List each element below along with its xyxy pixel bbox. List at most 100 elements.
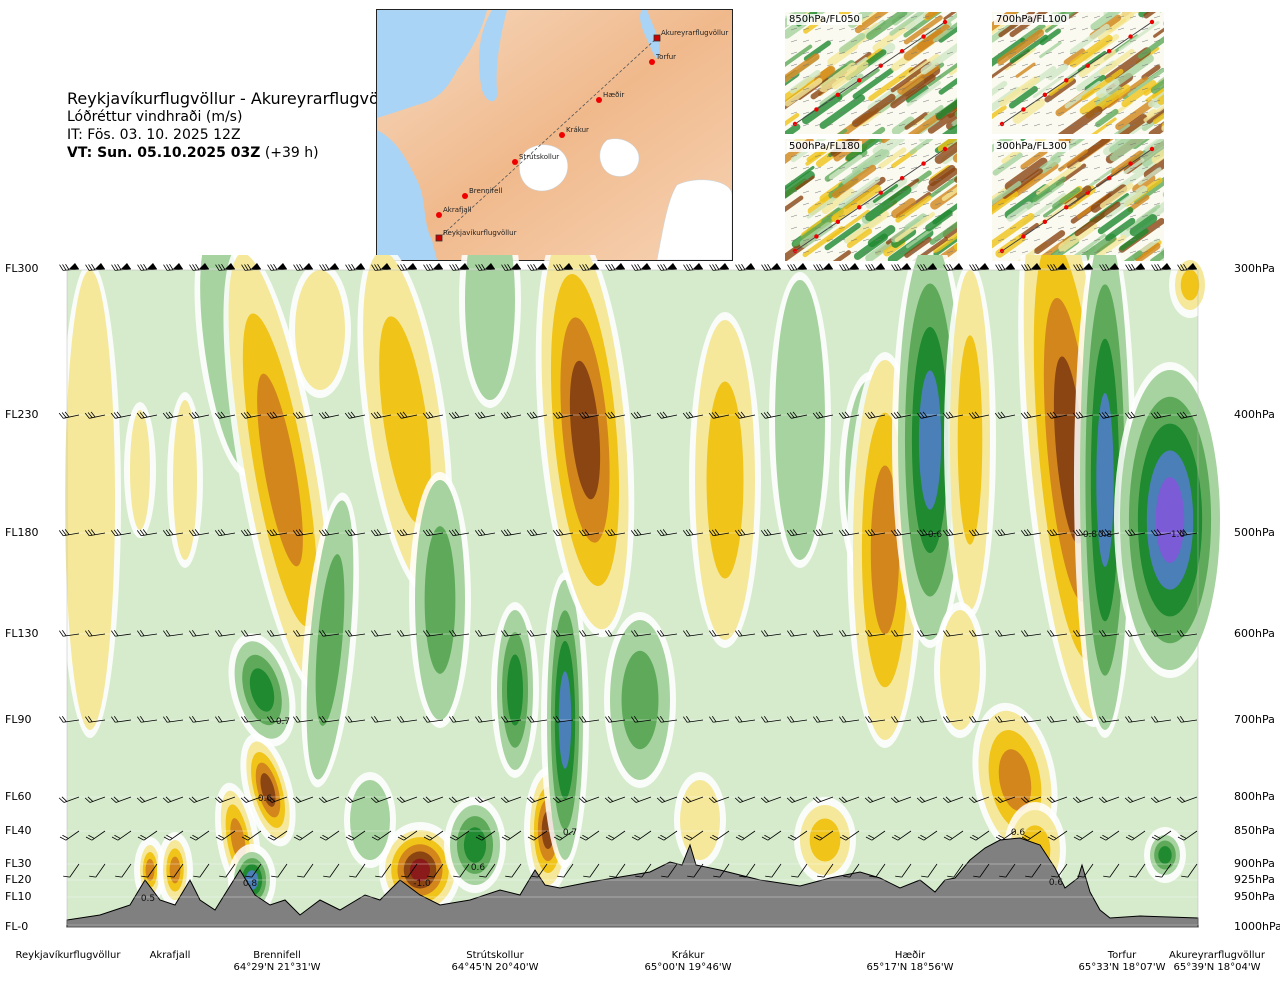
wind-barb-flag — [589, 263, 599, 269]
wind-barb — [891, 716, 912, 723]
wind-barb — [604, 529, 626, 537]
quantity-label: Lóðréttur vindhraði (m/s) — [67, 109, 243, 125]
wind-barb-flag — [771, 263, 781, 269]
wind-barb — [267, 716, 288, 723]
level-map-300: 300hPa/FL300 — [992, 139, 1164, 261]
route-map: Akureyrarflugvöllur Torfur Hæðir Krákur Strú… — [376, 9, 733, 261]
wind-barb-flag — [1057, 263, 1067, 269]
wind-barb — [215, 630, 236, 637]
wind-barb — [865, 263, 886, 271]
wind-barb — [708, 529, 730, 537]
wind-barb-flag — [537, 263, 547, 269]
wind-barb-flag — [1187, 263, 1197, 269]
value-annotation: 0.6 — [928, 530, 943, 540]
wind-barb-flag — [277, 263, 287, 269]
wind-barb — [371, 830, 392, 841]
wind-barb — [973, 863, 990, 878]
wind-barb — [735, 263, 756, 271]
wind-barb — [553, 263, 574, 271]
wind-barb — [838, 411, 860, 419]
wind-barb-flag — [433, 263, 443, 269]
wind-barb — [708, 411, 730, 419]
wind-barb — [188, 411, 210, 419]
wind-barb-flag — [849, 263, 859, 269]
wind-barb — [89, 863, 106, 878]
wind-barb — [1150, 411, 1172, 419]
wind-barb — [189, 630, 210, 637]
wind-barb — [111, 630, 132, 637]
wind-barb — [605, 630, 626, 637]
wind-barb-flag — [901, 263, 911, 269]
wind-barb — [292, 411, 314, 419]
wind-barb — [397, 830, 418, 841]
wind-barb — [84, 411, 106, 419]
wind-barb — [761, 716, 782, 723]
wind-barb — [943, 263, 964, 271]
wind-barb — [682, 529, 704, 537]
wind-barb — [635, 863, 652, 878]
wind-barb — [163, 830, 184, 841]
wind-barb — [397, 716, 418, 723]
wind-barb — [345, 263, 366, 271]
wind-cell — [157, 832, 193, 908]
wind-barb — [448, 411, 470, 419]
wind-barb — [162, 796, 184, 803]
wind-barb-flag — [69, 263, 79, 269]
wind-barb — [969, 716, 990, 723]
wind-barb — [735, 630, 756, 637]
wind-barb — [1177, 830, 1198, 841]
route-point-label: Brennifell — [469, 187, 502, 195]
wind-barb — [240, 529, 262, 537]
wind-barb — [1099, 263, 1120, 271]
wind-barb — [943, 630, 964, 637]
wind-barb — [869, 863, 886, 878]
wind-barb — [297, 863, 314, 878]
wind-barb — [1155, 863, 1172, 878]
wind-barb — [319, 830, 340, 841]
wind-barb — [85, 830, 106, 841]
pressure-level-label: 925hPa — [1234, 873, 1275, 886]
wind-barb-flag — [381, 263, 391, 269]
wind-barb — [267, 263, 288, 271]
wind-barb — [475, 716, 496, 723]
wind-barb — [994, 529, 1016, 537]
wind-barb — [84, 529, 106, 537]
wind-barb — [526, 529, 548, 537]
wind-barb — [474, 411, 496, 419]
wind-barb — [427, 863, 444, 878]
flight-level-label: FL300 — [5, 262, 39, 275]
flight-level-label: FL130 — [5, 627, 39, 640]
location-label: Akrafjall — [149, 950, 191, 961]
wind-cell — [491, 602, 539, 778]
wind-barb — [1098, 411, 1120, 419]
wind-barb — [58, 411, 80, 419]
wind-barb — [1072, 411, 1094, 419]
wind-barb — [111, 716, 132, 723]
value-annotation: 0.5 — [141, 894, 155, 904]
wind-barb — [657, 263, 678, 271]
pressure-level-label: 700hPa — [1234, 713, 1275, 726]
wind-barb — [63, 863, 80, 878]
wind-barb — [656, 529, 678, 537]
wind-barb — [761, 630, 782, 637]
wind-barb — [1073, 263, 1094, 271]
wind-barb-flag — [641, 263, 651, 269]
wind-barb — [917, 630, 938, 637]
route-title: Reykjavíkurflugvöllur - Akureyrarflugvöl… — [67, 89, 405, 108]
wind-barb-flag — [693, 263, 703, 269]
wind-barb — [604, 796, 626, 803]
wind-barb — [293, 830, 314, 841]
wind-barb-flag — [927, 263, 937, 269]
wind-barb — [683, 716, 704, 723]
wind-barb-flag — [1083, 263, 1093, 269]
value-annotation: 0.7 — [276, 717, 290, 727]
wind-barb — [85, 263, 106, 271]
wind-barb — [241, 630, 262, 637]
wind-barb — [501, 716, 522, 723]
wind-barb-flag — [95, 263, 105, 269]
wind-barb — [526, 796, 548, 803]
value-annotation: 0.6 — [1049, 878, 1064, 888]
value-annotation: -1.0 — [413, 879, 431, 889]
value-annotation: 0.6 — [471, 863, 486, 873]
level-map-850: 850hPa/FL050 — [785, 12, 957, 134]
